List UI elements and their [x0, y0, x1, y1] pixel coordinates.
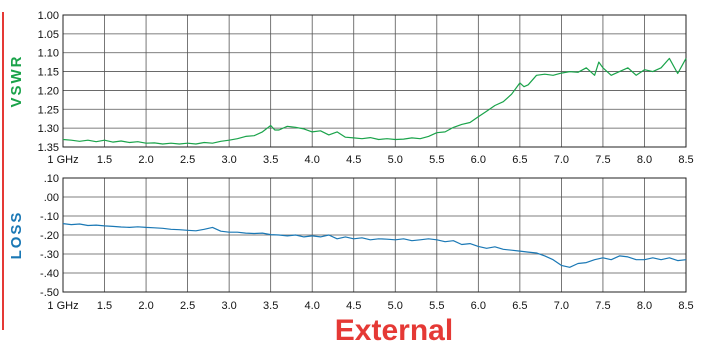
- vswr-x-tick-label: 5.0: [388, 154, 403, 166]
- vswr-x-tick-label: 6.5: [512, 154, 527, 166]
- loss-series-line: [62, 223, 687, 268]
- vswr-x-tick-label: 7.0: [554, 154, 569, 166]
- loss-x-tick-label: 2.0: [138, 300, 153, 312]
- loss-y-tick-label: -.20: [40, 230, 59, 242]
- loss-x-tick-label: 8.0: [637, 300, 652, 312]
- vswr-x-tick-label: 2.0: [138, 154, 153, 166]
- vswr-series-line: [62, 57, 687, 145]
- vswr-axis-title: VSWR: [8, 55, 25, 108]
- loss-y-tick-label: -.50: [40, 287, 59, 299]
- loss-x-tick-label: 4.5: [346, 300, 361, 312]
- loss-x-tick-label: 3.5: [263, 300, 278, 312]
- vswr-x-tick-label: 3.5: [263, 154, 278, 166]
- vswr-plot-area: [62, 14, 687, 148]
- vswr-y-tick-label: 1.30: [38, 123, 59, 135]
- loss-y-tick-label: -.10: [40, 211, 59, 223]
- loss-x-tick-label: 5.5: [429, 300, 444, 312]
- loss-x-tick-label: 5.0: [388, 300, 403, 312]
- vswr-x-tick-label: 3.0: [221, 154, 236, 166]
- vswr-x-tick-label: 7.5: [595, 154, 610, 166]
- loss-axis-title: LOSS: [8, 211, 25, 260]
- vswr-y-tick-label: 1.00: [38, 10, 59, 22]
- loss-y-tick-label: .00: [44, 192, 59, 204]
- loss-x-tick-label: 3.0: [221, 300, 236, 312]
- vswr-y-tick-label: 1.35: [38, 142, 59, 154]
- loss-x-tick-label: 4.0: [305, 300, 320, 312]
- loss-x-tick-label: 2.5: [180, 300, 195, 312]
- loss-y-tick-label: -.40: [40, 268, 59, 280]
- loss-x-tick-label: 8.5: [678, 300, 693, 312]
- vswr-x-tick-label: 4.0: [305, 154, 320, 166]
- vswr-x-tick-label: 6.0: [471, 154, 486, 166]
- loss-x-tick-label: 6.0: [471, 300, 486, 312]
- vswr-y-tick-label: 1.15: [38, 67, 59, 79]
- vswr-x-tick-label: 1.5: [97, 154, 112, 166]
- loss-x-tick-label: 7.0: [554, 300, 569, 312]
- loss-x-tick-label: 6.5: [512, 300, 527, 312]
- loss-y-tick-label: .10: [44, 173, 59, 185]
- loss-y-tick-label: -.30: [40, 249, 59, 261]
- vswr-y-tick-label: 1.20: [38, 85, 59, 97]
- vswr-x-tick-label: 8.0: [637, 154, 652, 166]
- chart-caption: External: [335, 314, 453, 342]
- vswr-x-tick-label: 1 GHz: [47, 154, 78, 166]
- vswr-y-tick-label: 1.10: [38, 48, 59, 60]
- loss-panel: 1 GHz 1.5 2.0 2.5 3.0 3.5 4.0 4.5 5.0 5.5 6.0 6.5 7.…: [8, 173, 694, 312]
- loss-x-tick-label: 7.5: [595, 300, 610, 312]
- vswr-y-tick-label: 1.25: [38, 104, 59, 116]
- vswr-x-tick-label: 4.5: [346, 154, 361, 166]
- vswr-x-tick-label: 8.5: [678, 154, 693, 166]
- vswr-x-tick-label: 2.5: [180, 154, 195, 166]
- vswr-y-tick-label: 1.05: [38, 29, 59, 41]
- loss-x-tick-label: 1.5: [97, 300, 112, 312]
- vswr-x-tick-label: 5.5: [429, 154, 444, 166]
- vswr-panel: 1 GHz 1.5 2.0 2.5 3.0 3.5 4.0 4.5 5.0 5.5 6.0 6.5 7.…: [8, 10, 694, 166]
- loss-x-tick-label: 1 GHz: [47, 300, 78, 312]
- loss-plot-area: [62, 177, 687, 293]
